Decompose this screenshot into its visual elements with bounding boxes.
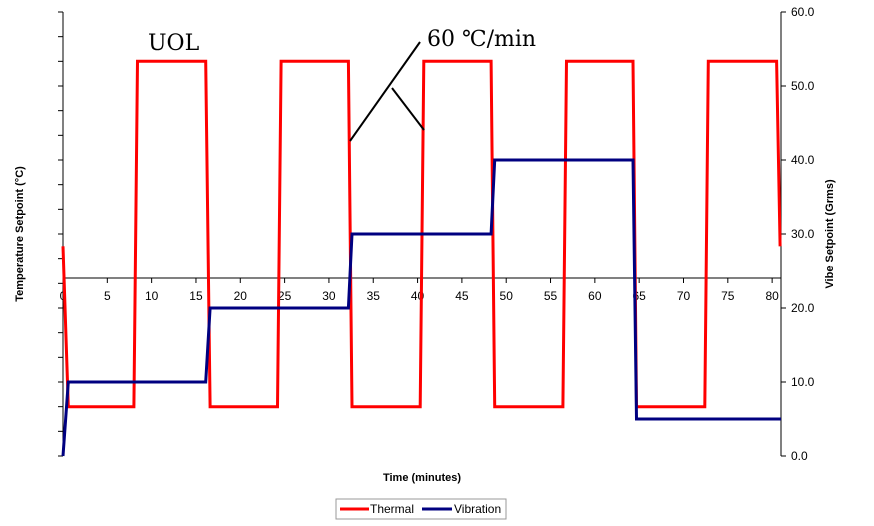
y2-tick-label: 30.0 xyxy=(791,227,815,241)
legend-label-thermal: Thermal xyxy=(370,502,414,516)
y-axis-ticks xyxy=(58,11,63,457)
series-layer xyxy=(61,59,782,457)
y2-tick-label: 40.0 xyxy=(791,153,815,167)
x-axis-title: Time (minutes) xyxy=(383,472,461,484)
x-tick-label: 10 xyxy=(145,289,159,303)
y2-axis-ticks: 0.0 10.0 20.0 30.0 40.0 50.0 60.0 xyxy=(781,5,815,463)
x-tick-label: 35 xyxy=(367,289,381,303)
rate-pointer-branch xyxy=(391,87,425,131)
x-tick-label: 15 xyxy=(189,289,203,303)
x-tick-label: 70 xyxy=(677,289,691,303)
x-tick-label: 50 xyxy=(500,289,514,303)
legend-label-vibration: Vibration xyxy=(454,502,501,516)
x-tick-label: 5 xyxy=(104,289,111,303)
rate-pointer-lines xyxy=(349,41,421,142)
x-tick-label: 75 xyxy=(721,289,735,303)
x-axis-ticks: 0 5 10 15 20 25 30 35 40 45 50 55 60 65 70 75 80 xyxy=(60,278,779,303)
x-tick-label: 45 xyxy=(455,289,469,303)
annotation-uol: UOL xyxy=(148,31,200,56)
annotation-rate-label: 60 ℃/min xyxy=(427,27,536,52)
y2-tick-label: 60.0 xyxy=(791,5,815,19)
legend: Thermal Vibration xyxy=(335,498,507,520)
series-line-vibration xyxy=(61,158,781,457)
x-tick-label: 60 xyxy=(588,289,602,303)
x-tick-label: 80 xyxy=(765,289,779,303)
x-tick-label: 55 xyxy=(544,289,558,303)
y2-tick-label: 50.0 xyxy=(791,79,815,93)
x-tick-label: 20 xyxy=(234,289,248,303)
legend-box xyxy=(335,498,507,520)
y2-tick-label: 0.0 xyxy=(791,449,808,463)
y2-tick-label: 20.0 xyxy=(791,301,815,315)
y2-axis-title: Vibe Setpoint (Grms) xyxy=(824,179,836,289)
x-tick-label: 30 xyxy=(322,289,336,303)
x-tick-label: 25 xyxy=(278,289,292,303)
y2-tick-label: 10.0 xyxy=(791,375,815,389)
annotation-rate xyxy=(349,41,425,142)
y-axis-title: Temperature Setpoint (°C) xyxy=(14,166,26,302)
